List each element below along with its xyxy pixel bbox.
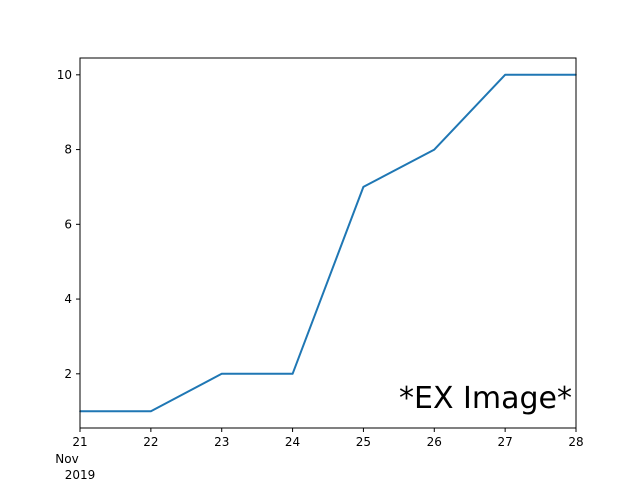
x-tick-label: 23 [214,435,229,449]
watermark-text: *EX Image* [399,381,572,416]
x-tick-label: 24 [285,435,300,449]
series-line [80,73,576,413]
x-tick-label: 25 [356,435,371,449]
plot-frame [79,57,577,429]
x-axis-ticks: 21 22 23 24 25 26 27 28 [72,428,584,449]
data-point [362,186,365,188]
y-tick-label: 6 [64,217,72,231]
y-axis-ticks: 2 4 6 8 10 [57,68,80,381]
x-date-month-label: Nov [55,452,78,466]
data-point [150,410,152,412]
y-tick-label: 8 [64,143,72,157]
x-tick-label: 26 [427,435,442,449]
x-tick-label: 27 [498,435,513,449]
x-tick-label: 22 [143,435,158,449]
x-tick-label: 28 [568,435,583,449]
y-tick-label: 4 [64,292,72,306]
data-point [291,373,294,375]
data-point [220,373,223,375]
data-point [504,74,506,76]
y-tick-label: 2 [64,367,72,381]
data-point [433,148,436,151]
x-tick-label: 21 [72,435,87,449]
x-date-year-label: 2019 [65,468,96,480]
y-tick-label: 10 [57,68,72,82]
plot-area [80,58,576,428]
